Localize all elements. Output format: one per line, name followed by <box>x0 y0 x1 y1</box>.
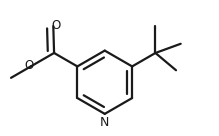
Text: O: O <box>25 59 34 72</box>
Text: O: O <box>51 19 60 32</box>
Text: N: N <box>100 116 110 129</box>
